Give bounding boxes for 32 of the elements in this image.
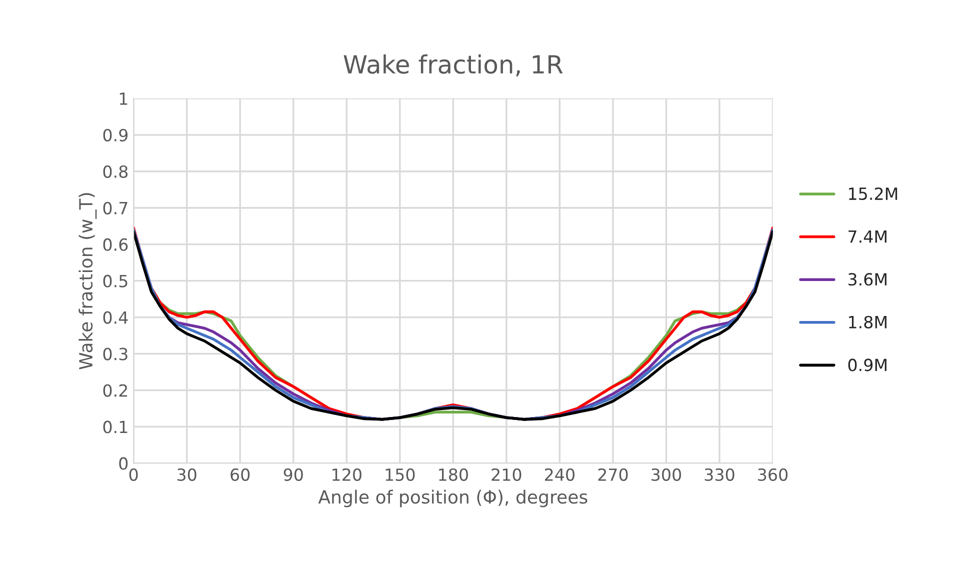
y-tick-label: 0.4: [103, 311, 128, 324]
x-tick-label: 300: [652, 468, 682, 481]
legend-label: 0.9M: [848, 358, 886, 372]
x-tick-label: 60: [230, 468, 250, 481]
chart-title: Wake fraction, 1R: [344, 54, 563, 76]
y-tick-label: 0.9: [103, 128, 128, 142]
x-tick-label: 150: [386, 468, 415, 481]
y-tick-label: 0.1: [103, 420, 128, 434]
x-tick-label: 90: [284, 468, 303, 481]
legend-label: 15.2M: [849, 187, 898, 200]
y-tick-label: 0.2: [103, 384, 128, 397]
legend-label: 3.6M: [848, 273, 886, 286]
x-tick-label: 180: [439, 468, 468, 481]
x-tick-label: 120: [332, 468, 362, 481]
x-tick-label: 0: [129, 468, 138, 481]
x-tick-label: 270: [598, 468, 628, 481]
x-axis-title: Angle of position (Φ), degrees: [318, 490, 588, 508]
x-tick-label: 330: [704, 468, 734, 481]
y-tick-label: 0: [119, 457, 128, 470]
legend-label: 7.4M: [848, 230, 886, 243]
x-tick-label: 210: [492, 468, 522, 481]
y-tick-label: 0.5: [103, 274, 128, 288]
y-axis-title: Wake fraction (w_T): [78, 193, 97, 370]
legend-label: 1.8M: [849, 316, 886, 328]
y-tick-label: 1: [120, 92, 128, 105]
y-tick-label: 0.6: [103, 238, 128, 251]
x-tick-label: 360: [758, 468, 788, 481]
y-tick-label: 0.3: [103, 348, 128, 360]
y-tick-label: 0.8: [103, 165, 128, 178]
x-tick-label: 30: [177, 468, 196, 481]
y-tick-label: 0.7: [103, 202, 128, 214]
x-tick-label: 240: [544, 468, 574, 481]
